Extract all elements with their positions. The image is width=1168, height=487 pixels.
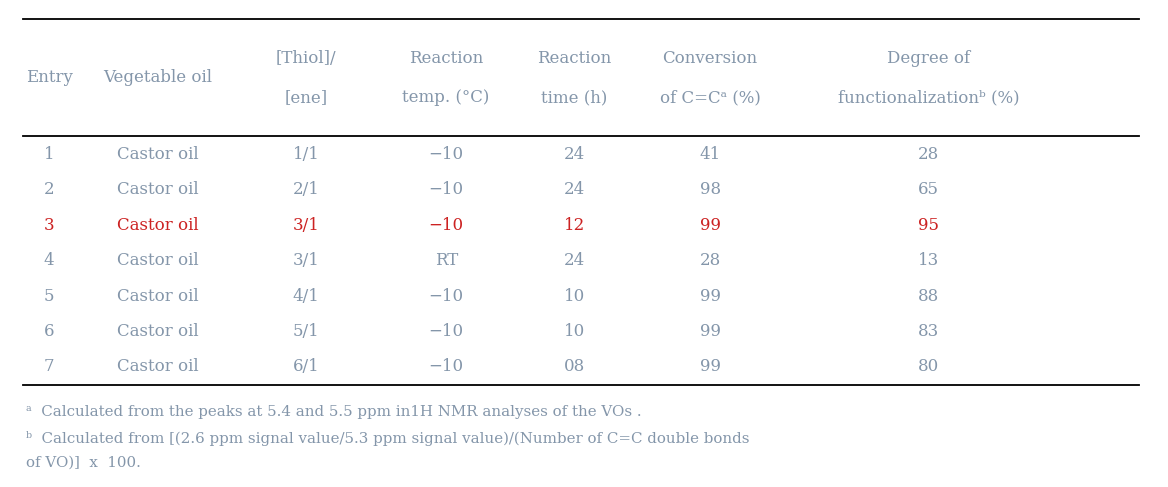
Text: ᵃ  Calculated from the peaks at 5.4 and 5.5 ppm in1H NMR analyses of the VOs .: ᵃ Calculated from the peaks at 5.4 and 5… [26,405,641,418]
Text: 95: 95 [918,217,939,234]
Text: Castor oil: Castor oil [117,358,199,375]
Text: 99: 99 [700,323,721,340]
Text: 24: 24 [564,146,585,163]
Text: 99: 99 [700,287,721,304]
Text: 10: 10 [564,287,585,304]
Text: 13: 13 [918,252,939,269]
Text: 12: 12 [564,217,585,234]
Text: Vegetable oil: Vegetable oil [103,70,213,86]
Text: Reaction: Reaction [409,50,484,67]
Text: 3: 3 [43,217,55,234]
Text: Degree of: Degree of [887,50,971,67]
Text: 24: 24 [564,181,585,198]
Text: Entry: Entry [26,70,72,86]
Text: 6/1: 6/1 [293,358,319,375]
Text: 28: 28 [918,146,939,163]
Text: Castor oil: Castor oil [117,323,199,340]
Text: 5/1: 5/1 [293,323,319,340]
Text: 99: 99 [700,358,721,375]
Text: −10: −10 [429,358,464,375]
Text: Castor oil: Castor oil [117,252,199,269]
Text: −10: −10 [429,323,464,340]
Text: Castor oil: Castor oil [117,146,199,163]
Text: of VO)]  x  100.: of VO)] x 100. [26,456,140,469]
Text: 2: 2 [43,181,55,198]
Text: RT: RT [434,252,458,269]
Text: ᵇ  Calculated from [(2.6 ppm signal value/5.3 ppm signal value)/(Number of C=C d: ᵇ Calculated from [(2.6 ppm signal value… [26,431,749,446]
Text: 08: 08 [564,358,585,375]
Text: [ene]: [ene] [285,89,327,106]
Text: 41: 41 [700,146,721,163]
Text: 4: 4 [43,252,55,269]
Text: functionalizationᵇ (%): functionalizationᵇ (%) [837,89,1020,106]
Text: 3/1: 3/1 [292,252,320,269]
Text: 99: 99 [700,217,721,234]
Text: 83: 83 [918,323,939,340]
Text: 98: 98 [700,181,721,198]
Text: −10: −10 [429,217,464,234]
Text: 6: 6 [44,323,54,340]
Text: Conversion: Conversion [662,50,758,67]
Text: Castor oil: Castor oil [117,287,199,304]
Text: −10: −10 [429,287,464,304]
Text: 88: 88 [918,287,939,304]
Text: 1/1: 1/1 [292,146,320,163]
Text: temp. (°C): temp. (°C) [403,89,489,106]
Text: 28: 28 [700,252,721,269]
Text: 65: 65 [918,181,939,198]
Text: 2/1: 2/1 [292,181,320,198]
Text: −10: −10 [429,181,464,198]
Text: 80: 80 [918,358,939,375]
Text: 1: 1 [43,146,55,163]
Text: of C=Cᵃ (%): of C=Cᵃ (%) [660,89,760,106]
Text: 24: 24 [564,252,585,269]
Text: 4/1: 4/1 [292,287,320,304]
Text: −10: −10 [429,146,464,163]
Text: time (h): time (h) [542,89,607,106]
Text: Castor oil: Castor oil [117,217,199,234]
Text: 10: 10 [564,323,585,340]
Text: Castor oil: Castor oil [117,181,199,198]
Text: Reaction: Reaction [537,50,612,67]
Text: 3/1: 3/1 [292,217,320,234]
Text: [Thiol]/: [Thiol]/ [276,50,336,67]
Text: 7: 7 [43,358,55,375]
Text: 5: 5 [44,287,54,304]
